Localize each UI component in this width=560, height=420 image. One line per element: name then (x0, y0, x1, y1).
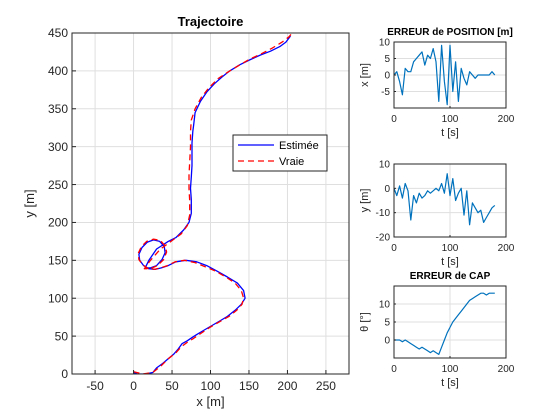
trajectory-series-estime-line (133, 35, 292, 374)
trajectory-y-tick-label: 200 (48, 216, 68, 230)
position-error-y-y-tick-label: 0 (384, 184, 390, 195)
trajectory-x-tick-label: 200 (277, 379, 297, 393)
trajectory-x-tick-label: -50 (86, 379, 104, 393)
trajectory-series-vraie-line (133, 33, 293, 374)
trajectory-y-tick-label: 0 (61, 367, 68, 381)
heading-error-x-axis-label: t [s] (441, 377, 459, 389)
trajectory-chart: -50 0 50 100 150 200 250 0 50 100 150 200 250 300 350 4… (22, 14, 350, 409)
heading-error-y-tick-label: 10 (379, 300, 391, 311)
trajectory-y-tick-label: 250 (48, 178, 68, 192)
position-error-x-series-1-line (394, 44, 496, 106)
position-error-x-x-tick-label: 200 (498, 114, 515, 125)
trajectory-title: Trajectoire (178, 14, 244, 29)
trajectory-legend: Estimée Vraie (232, 134, 328, 172)
heading-error-y-axis-label: θ [°] (359, 312, 371, 332)
position-error-y-x-tick-label: 0 (391, 243, 397, 254)
position-error-x-y-tick-label: -5 (381, 87, 390, 98)
heading-error-y-tick-label: 0 (384, 336, 390, 347)
heading-error-x-tick-label: 200 (498, 364, 515, 375)
trajectory-x-tick-label: 50 (165, 379, 179, 393)
trajectory-y-tick-label: 150 (48, 254, 68, 268)
position-error-x-x-tick-label: 100 (442, 114, 459, 125)
legend-label-estime: Estimée (279, 140, 319, 152)
position-error-y-y-tick-label: 10 (379, 160, 391, 171)
trajectory-x-tick-label: 0 (130, 379, 137, 393)
position-error-y-x-tick-label: 200 (498, 243, 515, 254)
trajectory-x-axis-label: x [m] (196, 394, 224, 409)
position-error-y-y-tick-label: -10 (376, 208, 391, 219)
heading-error-chart: 0 100 200 0 5 10 ERREUR de CAP t [s] θ [°] (359, 271, 515, 389)
position-error-y-y-tick-label: -20 (376, 233, 391, 244)
position-error-x-title: ERREUR de POSITION [m] (387, 27, 513, 38)
trajectory-x-tick-label: 100 (200, 379, 220, 393)
trajectory-y-tick-label: 450 (48, 26, 68, 40)
legend-label-vraie: Vraie (279, 156, 304, 168)
position-error-y-x-tick-label: 100 (442, 243, 459, 254)
position-error-y-chart: 0 100 200 -20 -10 0 10 t [s] y [m] (359, 160, 515, 269)
position-error-y-x-axis-label: t [s] (441, 256, 459, 268)
position-error-x-x-tick-label: 0 (391, 114, 397, 125)
position-error-x-y-tick-label: 0 (384, 71, 390, 82)
trajectory-y-tick-label: 100 (48, 291, 68, 305)
position-error-x-y-tick-label: 10 (379, 38, 391, 49)
position-error-x-y-axis-label: x [m] (359, 63, 371, 87)
position-error-y-y-axis-label: y [m] (359, 189, 371, 213)
heading-error-title: ERREUR de CAP (410, 271, 491, 282)
trajectory-y-tick-label: 400 (48, 64, 68, 78)
trajectory-x-tick-label: 250 (316, 379, 336, 393)
legend-box (232, 134, 328, 172)
position-error-y-series-1-line (394, 173, 496, 226)
trajectory-x-tick-label: 150 (239, 379, 259, 393)
heading-error-x-tick-label: 100 (442, 364, 459, 375)
trajectory-y-tick-label: 350 (48, 102, 68, 116)
trajectory-y-tick-label: 50 (55, 329, 69, 343)
trajectory-y-axis-label: y [m] (22, 189, 37, 217)
heading-error-x-tick-label: 0 (391, 364, 397, 375)
trajectory-y-tick-label: 300 (48, 140, 68, 154)
position-error-x-y-tick-label: 5 (384, 54, 390, 65)
heading-error-series-1-line (394, 292, 495, 355)
position-error-x-x-axis-label: t [s] (441, 127, 459, 139)
heading-error-y-tick-label: 5 (384, 318, 390, 329)
